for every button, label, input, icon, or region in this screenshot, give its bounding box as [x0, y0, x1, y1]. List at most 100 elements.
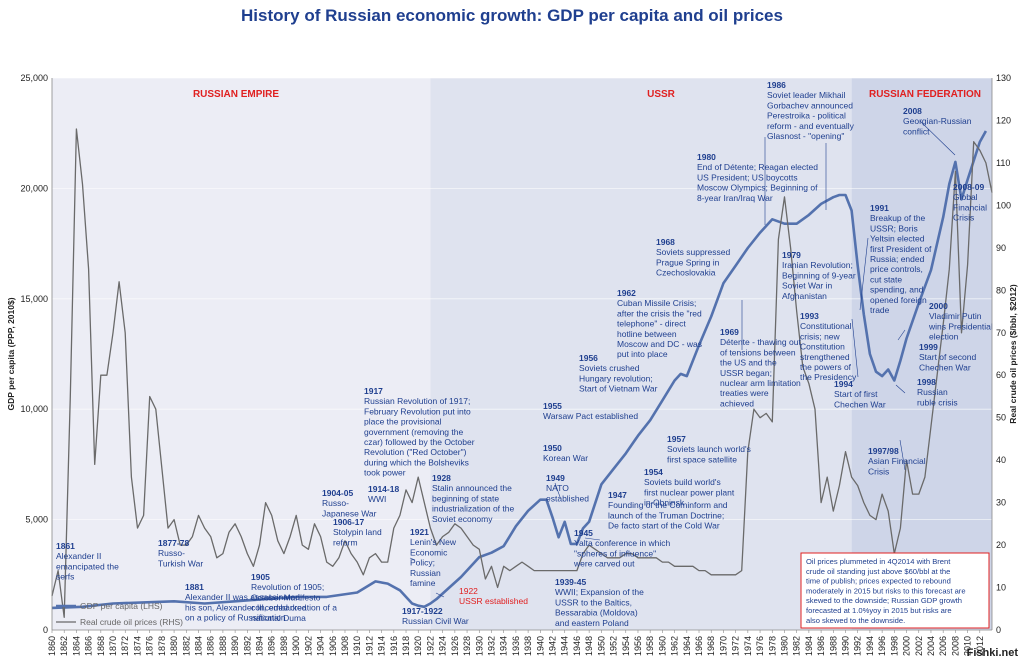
annotation-text: hotline between [617, 329, 677, 339]
annotation-text: Stalin announced the [432, 483, 512, 493]
annotation-year: 1921 [410, 527, 429, 537]
x-tick-label: 1910 [352, 636, 362, 656]
annotation-text: Crisis [953, 213, 974, 223]
annotation-text: Vladimir Putin [929, 311, 982, 321]
annotation-text: Soviet economy [432, 514, 493, 524]
annotation-text: Financial [953, 202, 987, 212]
annotation-text: USSR began; [720, 368, 772, 378]
annotation-leader [584, 537, 601, 541]
annotation-text: beginning of state [432, 493, 499, 503]
y-right-tick-label: 80 [996, 285, 1006, 295]
oil-line [51, 128, 993, 618]
annotation-text: Yeltsin elected [870, 234, 925, 244]
y-right-tick-label: 50 [996, 413, 1006, 423]
annotation-text: Revolution of 1905; [251, 582, 324, 592]
x-tick-label: 1978 [767, 636, 777, 656]
annotation-text: Moscow Olympics; Beginning of [697, 183, 818, 193]
annotation-year: 1956 [579, 353, 598, 363]
annotation-text: launch of the Truman Doctrine; [608, 510, 724, 520]
annotation-year: 1917-1922 [402, 606, 443, 616]
annotation-year: 1881 [185, 582, 204, 592]
annotation-text: Economic [410, 547, 448, 557]
annotation-text: wins Presidential [928, 321, 993, 331]
annotation-text: Yalta conference in which [574, 538, 671, 548]
annotation-text: on a policy of Russification [185, 613, 286, 623]
x-tick-label: 1954 [621, 636, 631, 656]
annotation-text: 8-year Iran/Iraq War [697, 193, 773, 203]
annotation-year: 1969 [720, 327, 739, 337]
annotation-year: 1957 [667, 434, 686, 444]
annotation-text: first space satellite [667, 454, 737, 464]
annotation-year: 1997/98 [868, 446, 899, 456]
annotation-text: place the provisional [364, 417, 442, 427]
era-label-federation: RUSSIAN FEDERATION [869, 89, 981, 100]
annotation-text: Soviets build world's [644, 477, 721, 487]
annotation-text: Russian [410, 568, 441, 578]
x-tick-label: 1976 [755, 636, 765, 656]
annotation-text: USSR; Boris [870, 223, 918, 233]
note-text-line: time of publish; prices expected to rebo… [806, 577, 951, 586]
annotation-text: czar) followed by the October [364, 437, 475, 447]
annotation-leader [851, 318, 859, 378]
x-tick-label: 1946 [572, 636, 582, 656]
x-tick-label: 1948 [584, 636, 594, 656]
x-tick-label: 1944 [560, 636, 570, 656]
x-tick-label: 1864 [71, 636, 81, 656]
watermark: Fishki.net [967, 647, 1019, 659]
x-tick-label: 1898 [279, 636, 289, 656]
x-tick-label: 2010 [963, 636, 973, 656]
x-tick-label: 1916 [389, 636, 399, 656]
x-tick-label: 1886 [206, 636, 216, 656]
annotation-text: Hungary revolution; [579, 373, 653, 383]
annotation-leader [895, 384, 906, 394]
x-tick-label: 1922 [425, 636, 435, 656]
y-right-tick-label: 110 [996, 158, 1010, 168]
annotation-text: Constitutional [800, 321, 852, 331]
annotation-text: Prague Spring in [656, 257, 720, 267]
x-tick-label: 1924 [438, 636, 448, 656]
annotation-text: the US and the [720, 358, 777, 368]
annotation-text: price controls, [870, 264, 923, 274]
x-tick-label: 1988 [828, 636, 838, 656]
annotation-text: "spheres of influence" [574, 548, 656, 558]
annotation-year: 1928 [432, 473, 451, 483]
note-box-border [800, 552, 990, 629]
annotation-text: Soviet War in [782, 281, 833, 291]
annotation-year: 1950 [543, 443, 562, 453]
annotation-text: Russian [917, 387, 948, 397]
x-tick-label: 1914 [377, 636, 387, 656]
annotation-text: Cuban Missile Crisis; [617, 298, 696, 308]
annotation-year: 1999 [919, 342, 938, 352]
annotation-year: 1993 [800, 311, 819, 321]
annotation-text: De facto start of the Cold War [608, 521, 720, 531]
y-right-tick-label: 120 [996, 115, 1011, 125]
annotation-text: spending, and [870, 285, 924, 295]
annotation-text: Détente - thawing out [720, 337, 801, 347]
annotation-text: Soviets launch world's [667, 444, 751, 454]
x-tick-label: 1942 [548, 636, 558, 656]
x-tick-label: 1940 [535, 636, 545, 656]
note-text-line: moderately in 2015 but risks to this for… [806, 586, 966, 595]
x-tick-label: 1894 [255, 636, 265, 656]
annotation-text: conflict [903, 126, 930, 136]
x-tick-label: 1890 [230, 636, 240, 656]
annotation-text: telephone" - direct [617, 319, 686, 329]
annotation-text: Revolution ("Red October") [364, 447, 467, 457]
axes: 0 5,000 10,000 15,000 20,000 25,000 0 10 20 30 40 5… [6, 73, 1018, 656]
x-tick-label: 1862 [59, 636, 69, 656]
annotation-text: Moscow and DC - was [617, 339, 702, 349]
x-tick-label: 1872 [120, 636, 130, 656]
x-tick-label: 1982 [792, 636, 802, 656]
x-tick-label: 1926 [450, 636, 460, 656]
annotation-text: Glasnost - "opening" [767, 131, 844, 141]
annotation-text: first nuclear power plant [644, 487, 735, 497]
annotation-year: 1945 [574, 528, 593, 538]
annotation-text: Chechen War [834, 399, 886, 409]
x-tick-label: 2004 [926, 636, 936, 656]
x-tick-label: 1956 [633, 636, 643, 656]
annotation-text: US President; US boycotts [697, 172, 798, 182]
x-tick-label: 1968 [706, 636, 716, 656]
y-left-title: GDP per capita (PPP, 2010$) [6, 297, 16, 410]
y-right-tick-label: 20 [996, 540, 1006, 550]
